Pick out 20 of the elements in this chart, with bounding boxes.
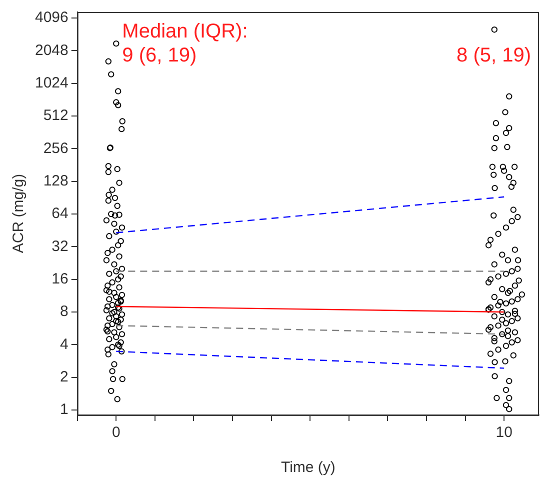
x-tick-label: 0 [112, 424, 120, 442]
annotation: 9 (6, 19) [122, 44, 197, 67]
y-tick-label: 64 [52, 205, 68, 222]
y-tick-label: 1024 [34, 74, 68, 92]
y-tick-label: 128 [43, 172, 68, 190]
y-tick-label: 2 [60, 368, 68, 386]
annotation: 8 (5, 19) [456, 44, 531, 67]
y-tick-label: 256 [43, 140, 68, 157]
y-tick-label: 4 [60, 336, 68, 353]
y-tick-label: 8 [60, 303, 68, 320]
y-tick-label: 1 [60, 401, 68, 418]
y-tick-label: 16 [52, 270, 68, 288]
x-tick-label: 10 [496, 424, 512, 442]
annotation: Median (IQR): [122, 20, 248, 43]
y-axis-title: ACR (mg/g) [10, 174, 28, 254]
y-tick-label: 32 [52, 238, 68, 255]
y-tick-label: 4096 [34, 9, 68, 26]
y-tick-label: 2048 [34, 42, 68, 59]
x-axis-title: Time (y) [280, 459, 336, 476]
y-tick-label: 512 [43, 107, 68, 124]
